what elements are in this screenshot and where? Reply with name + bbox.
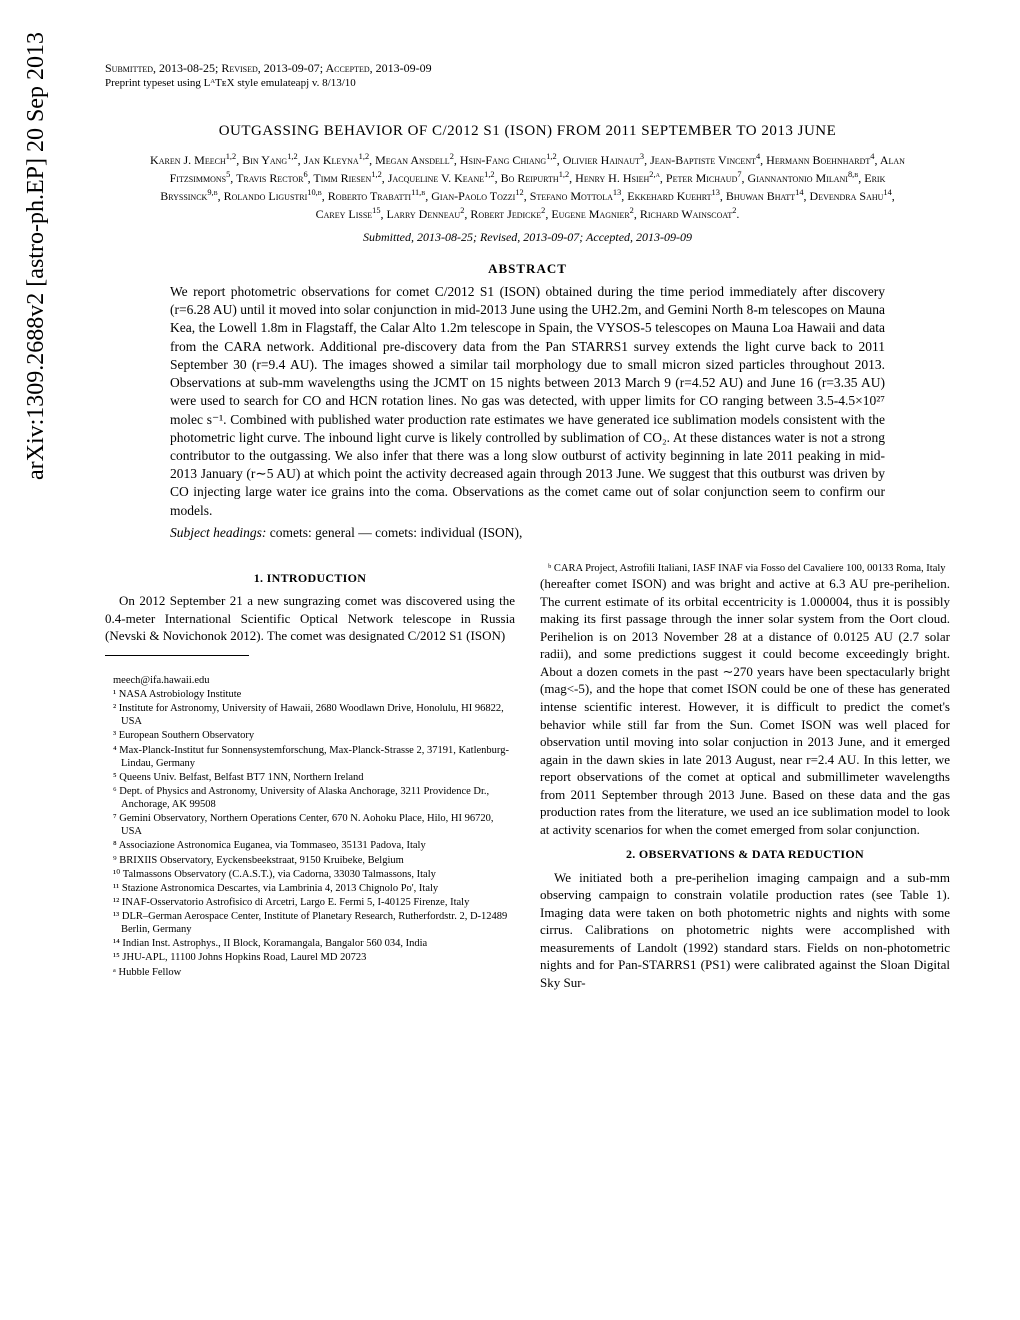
affiliation-line: ¹⁵ JHU-APL, 11100 Johns Hopkins Road, La… <box>121 951 515 964</box>
submitted-center: Submitted, 2013-08-25; Revised, 2013-09-… <box>105 229 950 245</box>
section-obs-heading: 2. OBSERVATIONS & DATA REDUCTION <box>540 846 950 862</box>
intro-p1: On 2012 September 21 a new sungrazing co… <box>105 592 515 645</box>
author-list: Karen J. Meech1,2, Bin Yang1,2, Jan Kley… <box>145 151 910 223</box>
header-preprint: Preprint typeset using LᴬTᴇX style emula… <box>105 76 950 91</box>
affiliation-line: ¹⁴ Indian Inst. Astrophys., II Block, Ko… <box>121 937 515 950</box>
affiliation-line: ⁴ Max-Planck-Institut fur Sonnensystemfo… <box>121 744 515 770</box>
abstract-body: We report photometric observations for c… <box>170 283 885 520</box>
obs-p1: We initiated both a pre-perihelion imagi… <box>540 869 950 992</box>
affiliation-line: ᵇ CARA Project, Astrofili Italiani, IASF… <box>556 562 950 575</box>
subject-label: Subject headings: <box>170 525 266 540</box>
affiliation-line: ¹ NASA Astrobiology Institute <box>121 688 515 701</box>
affiliation-line: ¹¹ Stazione Astronomica Descartes, via L… <box>121 882 515 895</box>
affiliation-line: ⁵ Queens Univ. Belfast, Belfast BT7 1NN,… <box>121 771 515 784</box>
affil-rule <box>105 655 249 656</box>
paper-title: OUTGASSING BEHAVIOR OF C/2012 S1 (ISON) … <box>105 121 950 141</box>
affiliation-line: ¹² INAF-Osservatorio Astrofisico di Arce… <box>121 896 515 909</box>
affiliation-line: ᵃ Hubble Fellow <box>121 966 515 979</box>
header-submitted: Submitted, 2013-08-25; Revised, 2013-09-… <box>105 60 950 76</box>
affiliation-line: ³ European Southern Observatory <box>121 729 515 742</box>
affiliation-line: ⁹ BRIXIIS Observatory, Eyckensbeekstraat… <box>121 854 515 867</box>
subject-text: comets: general — comets: individual (IS… <box>266 525 522 540</box>
affiliation-line: ² Institute for Astronomy, University of… <box>121 702 515 728</box>
contact-email: meech@ifa.hawaii.edu <box>121 674 515 687</box>
affiliation-line: ⁷ Gemini Observatory, Northern Operation… <box>121 812 515 838</box>
intro-p2: (hereafter comet ISON) and was bright an… <box>540 575 950 838</box>
section-intro-heading: 1. INTRODUCTION <box>105 570 515 586</box>
affiliation-line: ⁸ Associazione Astronomica Euganea, via … <box>121 839 515 852</box>
abstract-heading: ABSTRACT <box>105 260 950 278</box>
affiliation-line: ¹⁰ Talmassons Observatory (C.A.S.T.), vi… <box>121 868 515 881</box>
affiliation-line: ¹³ DLR–German Aerospace Center, Institut… <box>121 910 515 936</box>
affiliation-line: ⁶ Dept. of Physics and Astronomy, Univer… <box>121 785 515 811</box>
arxiv-identifier: arXiv:1309.2688v2 [astro-ph.EP] 20 Sep 2… <box>20 32 52 480</box>
subject-headings: Subject headings: comets: general — come… <box>170 524 885 542</box>
